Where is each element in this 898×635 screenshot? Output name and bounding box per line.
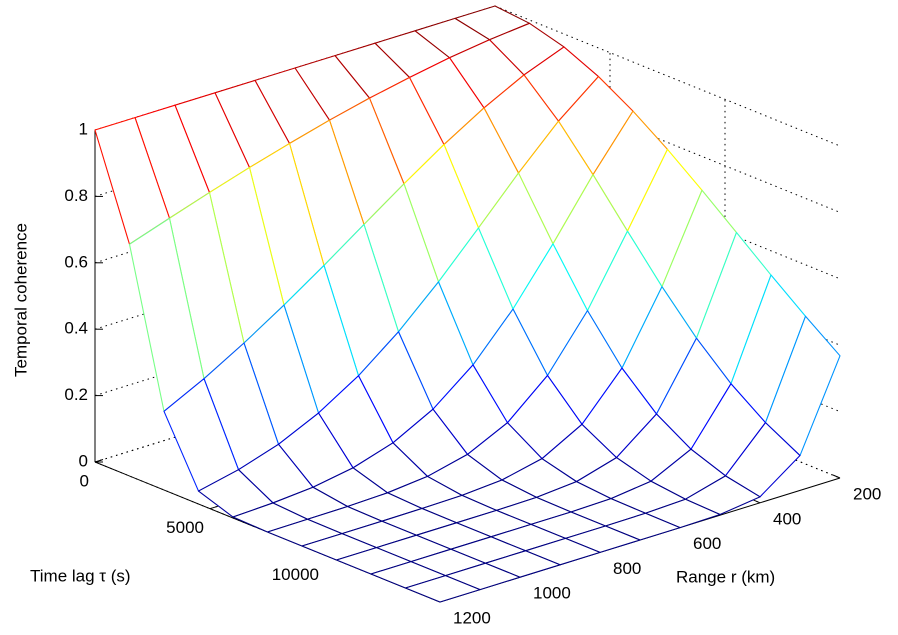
y-axis-label: Range r (km) — [676, 567, 775, 586]
z-tick-label: 0.8 — [64, 186, 88, 205]
z-tick-label: 0.2 — [64, 385, 88, 404]
y-tick-label: 1200 — [453, 608, 491, 627]
y-tick — [832, 474, 841, 479]
y-tick — [752, 499, 761, 504]
x-tick-label: 10000 — [272, 565, 319, 584]
mesh-cell — [404, 575, 481, 603]
x-tick — [209, 505, 219, 510]
z-tick-label: 0.4 — [64, 319, 88, 338]
x-tick-label: 5000 — [166, 518, 204, 537]
z-axis-label: Temporal coherence — [11, 223, 30, 377]
y-tick-label: 1000 — [533, 584, 571, 603]
z-tick-label: 0.6 — [64, 252, 88, 271]
y-tick-label: 600 — [693, 534, 721, 553]
y-tick-label: 800 — [613, 559, 641, 578]
z-tick-label: 0 — [79, 451, 88, 470]
z-tick-label: 1 — [79, 119, 88, 138]
y-tick-label: 200 — [853, 484, 881, 503]
x-axis-label: Time lag τ (s) — [30, 566, 131, 585]
x-tick-label: 0 — [80, 471, 89, 490]
x-tick — [94, 459, 104, 463]
y-tick-label: 400 — [773, 509, 801, 528]
